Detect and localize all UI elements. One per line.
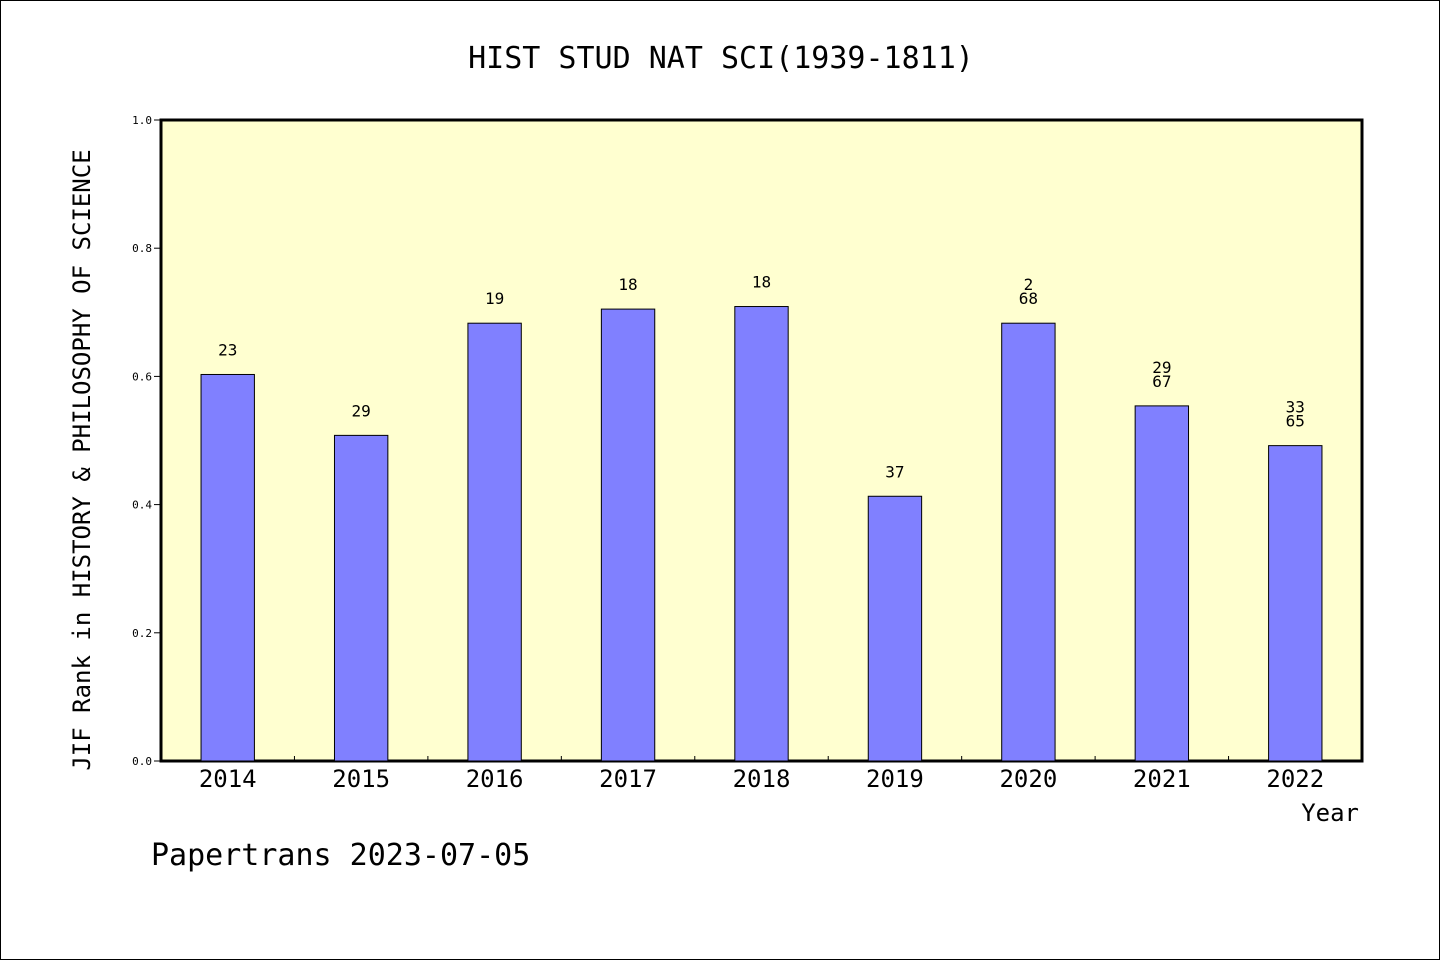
x-tick-label-2020: 2020 bbox=[999, 765, 1057, 793]
y-tick-label: 0.4 bbox=[132, 499, 152, 512]
bar-label-2021: 29 bbox=[1152, 358, 1171, 377]
y-tick-label: 0.8 bbox=[132, 242, 152, 255]
x-tick-label-2014: 2014 bbox=[199, 765, 257, 793]
bar-label-2020: 2 bbox=[1024, 275, 1034, 294]
y-tick-label: 0.0 bbox=[132, 755, 152, 768]
bar-label-2018: 18 bbox=[752, 273, 771, 292]
y-ticks-group: 0.0 0.2 0.4 0.6 0.8 1.0 bbox=[132, 114, 161, 768]
bar-2018 bbox=[734, 306, 789, 762]
chart-title: HIST STUD NAT SCI(1939-1811) bbox=[468, 41, 974, 76]
bar-label-2016: 19 bbox=[485, 289, 504, 308]
y-axis-label: JIF Rank in HISTORY & PHILOSOPHY OF SCIE… bbox=[68, 149, 96, 770]
x-tick-label-2019: 2019 bbox=[866, 765, 924, 793]
bar-2017 bbox=[600, 308, 656, 762]
x-ticks-group: 2014 2015 2016 2017 2018 2019 2020 2021 2022 bbox=[199, 756, 1324, 793]
bar-2014 bbox=[200, 373, 255, 762]
bar-label-2022: 65 bbox=[1286, 412, 1305, 431]
x-tick-label-2018: 2018 bbox=[733, 765, 791, 793]
bar-label-2015: 29 bbox=[352, 401, 371, 420]
bar-2021 bbox=[1134, 405, 1190, 762]
bar-2019 bbox=[867, 495, 923, 762]
x-tick-label-2017: 2017 bbox=[599, 765, 657, 793]
bar-2020 bbox=[1001, 322, 1056, 762]
y-tick-label: 1.0 bbox=[132, 114, 152, 127]
bar-label-2021: 67 bbox=[1152, 372, 1171, 391]
x-tick-label-2021: 2021 bbox=[1133, 765, 1191, 793]
bar-label-2014: 23 bbox=[218, 340, 237, 359]
x-tick-label-2015: 2015 bbox=[332, 765, 390, 793]
bar-2022 bbox=[1268, 445, 1323, 762]
bar-2015 bbox=[333, 434, 389, 762]
bar-label-2022: 33 bbox=[1286, 398, 1305, 417]
footer-text: Papertrans 2023-07-05 bbox=[151, 838, 530, 873]
x-tick-label-2022: 2022 bbox=[1266, 765, 1324, 793]
bar-label-2017: 18 bbox=[618, 275, 637, 294]
bar-2016 bbox=[467, 322, 522, 762]
y-tick-label: 0.2 bbox=[132, 627, 152, 640]
x-axis-label: Year bbox=[1301, 799, 1359, 827]
bar-label-2020: 68 bbox=[1019, 289, 1038, 308]
x-tick-label-2016: 2016 bbox=[466, 765, 524, 793]
bar-label-2019: 37 bbox=[885, 462, 904, 481]
y-tick-label: 0.6 bbox=[132, 370, 152, 383]
